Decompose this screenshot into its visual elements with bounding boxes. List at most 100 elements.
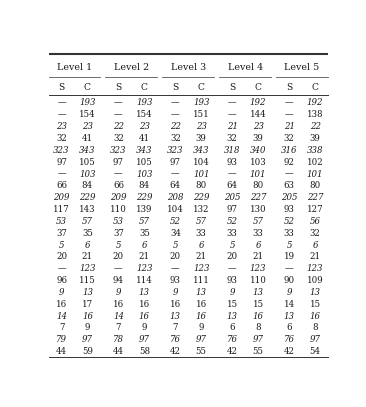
Text: 63: 63 [284,182,295,190]
Text: 105: 105 [136,158,153,167]
Text: 97: 97 [170,158,181,167]
Text: 53: 53 [56,217,67,226]
Text: 5: 5 [59,241,64,249]
Text: 93: 93 [170,276,181,285]
Text: 101: 101 [307,169,323,179]
Text: 37: 37 [56,229,67,238]
Text: —: — [57,98,66,107]
Text: —: — [57,110,66,119]
Text: 33: 33 [227,229,238,238]
Text: 105: 105 [79,158,96,167]
Text: 23: 23 [139,122,150,131]
Text: 6: 6 [312,241,318,249]
Text: 80: 80 [309,182,321,190]
Text: 323: 323 [53,146,70,155]
Text: 80: 80 [253,182,264,190]
Text: 22: 22 [113,122,124,131]
Text: 132: 132 [193,205,209,214]
Text: 208: 208 [167,193,184,202]
Text: 15: 15 [227,300,238,309]
Text: 13: 13 [310,288,321,297]
Text: 123: 123 [79,264,96,273]
Text: 209: 209 [53,193,70,202]
Text: 209: 209 [110,193,127,202]
Text: 23: 23 [82,122,93,131]
Text: 9: 9 [116,288,121,297]
Text: 93: 93 [227,158,238,167]
Text: 9: 9 [286,288,292,297]
Text: Level 1: Level 1 [57,63,92,72]
Text: 14: 14 [113,312,124,321]
Text: —: — [228,110,236,119]
Text: 56: 56 [310,217,321,226]
Text: 32: 32 [56,134,67,143]
Text: 97: 97 [56,158,67,167]
Text: 23: 23 [196,122,207,131]
Text: 21: 21 [253,252,264,261]
Text: 343: 343 [79,146,96,155]
Text: 20: 20 [113,252,124,261]
Text: 35: 35 [139,229,150,238]
Text: 21: 21 [139,252,150,261]
Text: 57: 57 [82,217,93,226]
Text: 13: 13 [284,312,295,321]
Text: 97: 97 [139,335,150,344]
Text: 16: 16 [139,312,150,321]
Text: 54: 54 [310,347,321,356]
Text: 13: 13 [253,288,264,297]
Text: 323: 323 [110,146,127,155]
Text: S: S [229,83,235,92]
Text: 192: 192 [307,98,323,107]
Text: 123: 123 [250,264,266,273]
Text: —: — [171,264,180,273]
Text: 21: 21 [82,252,93,261]
Text: 104: 104 [167,205,184,214]
Text: 97: 97 [82,335,93,344]
Text: 13: 13 [196,288,207,297]
Text: 115: 115 [79,276,96,285]
Text: 97: 97 [253,335,264,344]
Text: 7: 7 [116,324,121,333]
Text: 16: 16 [196,300,207,309]
Text: 57: 57 [139,217,150,226]
Text: 101: 101 [250,169,266,179]
Text: 111: 111 [193,276,210,285]
Text: 80: 80 [195,182,207,190]
Text: 64: 64 [170,182,181,190]
Text: 138: 138 [307,110,323,119]
Text: 123: 123 [193,264,209,273]
Text: 193: 193 [79,98,96,107]
Text: 15: 15 [253,300,264,309]
Text: 52: 52 [227,217,238,226]
Text: 58: 58 [139,347,150,356]
Text: 22: 22 [310,122,321,131]
Text: —: — [228,98,236,107]
Text: 37: 37 [113,229,124,238]
Text: 104: 104 [193,158,210,167]
Text: 34: 34 [170,229,181,238]
Text: 123: 123 [136,264,153,273]
Text: —: — [171,169,180,179]
Text: 9: 9 [142,324,147,333]
Text: 32: 32 [284,134,295,143]
Text: 193: 193 [136,98,153,107]
Text: 17: 17 [82,300,93,309]
Text: 21: 21 [284,122,295,131]
Text: —: — [57,264,66,273]
Text: 16: 16 [113,300,124,309]
Text: —: — [228,264,236,273]
Text: 9: 9 [229,288,235,297]
Text: Level 5: Level 5 [284,63,320,72]
Text: 53: 53 [113,217,124,226]
Text: 84: 84 [82,182,93,190]
Text: 22: 22 [170,122,181,131]
Text: 97: 97 [310,335,321,344]
Text: 93: 93 [227,276,238,285]
Text: S: S [115,83,122,92]
Text: —: — [171,98,180,107]
Text: 5: 5 [173,241,178,249]
Text: 79: 79 [56,335,67,344]
Text: 229: 229 [193,193,209,202]
Text: 52: 52 [170,217,181,226]
Text: 205: 205 [281,193,298,202]
